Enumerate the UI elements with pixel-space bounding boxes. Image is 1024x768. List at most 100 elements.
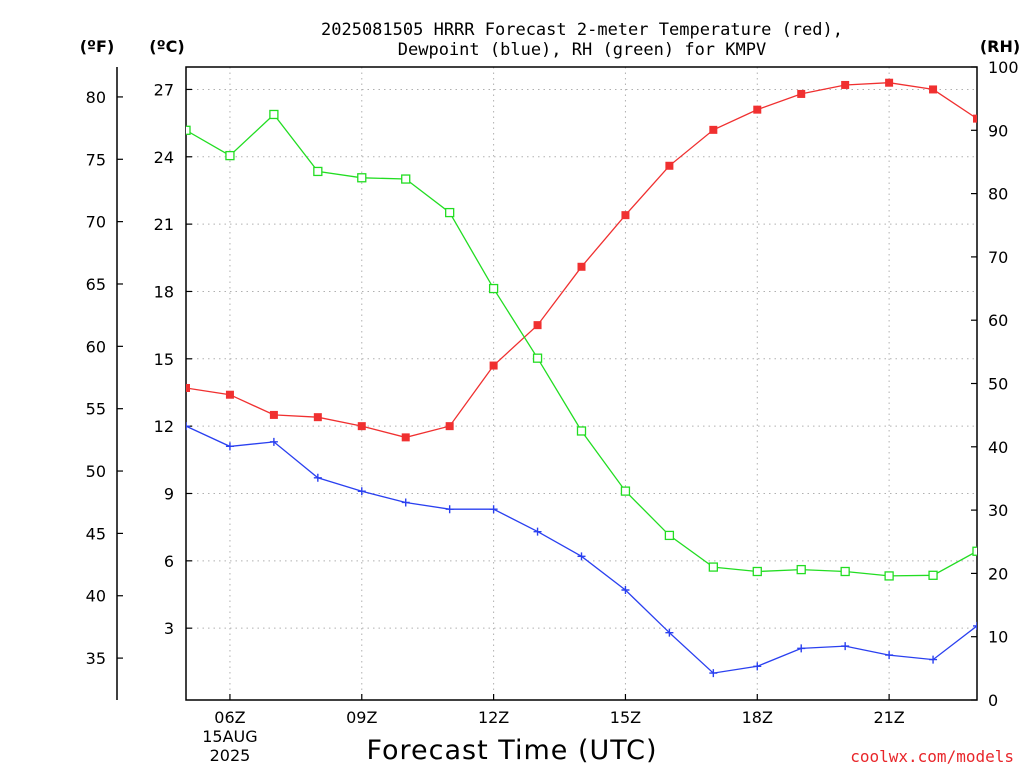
dewpoint-point — [841, 642, 850, 651]
dewpoint-point — [357, 487, 366, 496]
temperature-point — [313, 413, 322, 422]
fahrenheit-tick-label: 35 — [86, 649, 106, 668]
celsius-axis-unit: (ºC) — [149, 37, 184, 56]
series-lines — [186, 78, 977, 678]
fahrenheit-tick-label: 80 — [86, 88, 106, 107]
dewpoint-point — [533, 527, 542, 536]
rh-point — [532, 353, 543, 363]
rh-point — [928, 570, 938, 580]
temperature-point — [445, 422, 454, 431]
rh-point — [186, 125, 191, 135]
axes — [116, 66, 978, 701]
temperature-point — [797, 89, 806, 98]
temperature-point — [621, 211, 630, 220]
plot-frame — [185, 66, 978, 701]
celsius-tick-label: 15 — [154, 350, 174, 369]
rh-axis-unit: (RH) — [980, 37, 1020, 56]
fahrenheit-tick-label: 45 — [86, 524, 106, 543]
dewpoint-point — [929, 655, 938, 664]
temperature-point — [665, 161, 674, 170]
dewpoint-point — [445, 505, 454, 514]
temperature-point — [885, 78, 894, 87]
celsius-tick-label: 21 — [154, 215, 174, 234]
chart-title-line2: Dewpoint (blue), RH (green) for KMPV — [398, 40, 766, 60]
x-tick-year-label: 2025 — [210, 746, 251, 765]
rh-tick-label: 30 — [988, 501, 1008, 520]
dewpoint-point — [797, 644, 806, 653]
fahrenheit-tick-label: 70 — [86, 213, 106, 232]
temperature-point — [225, 390, 234, 399]
rh-point — [620, 486, 631, 496]
rh-tick-label: 70 — [988, 248, 1008, 267]
dewpoint-point — [621, 586, 630, 595]
x-tick-label: 18Z — [742, 708, 773, 727]
fahrenheit-tick-label: 40 — [86, 587, 106, 606]
rh-point — [664, 530, 675, 541]
rh-point — [313, 166, 323, 177]
celsius-tick-label: 18 — [154, 282, 174, 301]
temperature-point — [357, 422, 366, 431]
dewpoint-point — [313, 473, 322, 482]
rh-point — [708, 562, 718, 572]
fahrenheit-axis-unit: (ºF) — [80, 37, 115, 56]
temperature-point — [489, 361, 498, 370]
temperature-point — [709, 125, 718, 134]
temperature-point — [186, 383, 190, 392]
fahrenheit-tick-label: 75 — [86, 150, 106, 169]
rh-point — [488, 283, 499, 294]
rh-tick-label: 50 — [988, 375, 1008, 394]
temperature-point — [577, 262, 586, 271]
x-tick-label: 06Z — [214, 708, 245, 727]
credit-link[interactable]: coolwx.com/models — [850, 747, 1014, 766]
dewpoint-point — [577, 552, 586, 561]
temperature-point — [973, 114, 977, 123]
rh-tick-label: 80 — [988, 185, 1008, 204]
dewpoint-point — [973, 621, 977, 630]
celsius-tick-label: 27 — [154, 80, 174, 99]
dewpoint-point — [269, 437, 278, 446]
rh-point — [576, 426, 587, 436]
rh-tick-label: 10 — [988, 628, 1008, 647]
celsius-tick-label: 12 — [154, 417, 174, 436]
fahrenheit-tick-label: 65 — [86, 275, 106, 294]
rh-tick-label: 40 — [988, 438, 1008, 457]
x-tick-label: 21Z — [873, 708, 904, 727]
rh-point — [401, 174, 411, 184]
temperature-point — [929, 85, 938, 94]
rh-point — [445, 207, 455, 218]
rh-point — [972, 546, 977, 556]
dewpoint-point — [753, 662, 762, 671]
rh-point — [269, 109, 279, 120]
temperature-point — [401, 433, 410, 442]
x-axis-label: Forecast Time (UTC) — [366, 735, 657, 766]
dewpoint-point — [186, 422, 190, 431]
rh-tick-label: 90 — [988, 121, 1008, 140]
celsius-tick-label: 24 — [154, 148, 174, 167]
x-tick-date-label: 15AUG — [202, 727, 257, 746]
celsius-tick-label: 6 — [164, 552, 174, 571]
fahrenheit-tick-label: 50 — [86, 462, 106, 481]
dewpoint-point — [709, 669, 718, 678]
dewpoint-point — [885, 651, 894, 660]
rh-point — [884, 571, 894, 581]
series-group — [186, 78, 977, 678]
rh-point — [752, 566, 762, 577]
gridlines — [186, 67, 977, 700]
dewpoint-point — [665, 628, 674, 637]
celsius-tick-label: 3 — [164, 619, 174, 638]
rh-tick-label: 100 — [988, 58, 1019, 77]
x-tick-label: 12Z — [478, 708, 509, 727]
chart-title: 2025081505 HRRR Forecast 2-meter Tempera… — [321, 20, 843, 40]
temperature-point — [841, 80, 850, 89]
x-tick-label: 09Z — [346, 708, 377, 727]
fahrenheit-tick-label: 55 — [86, 400, 106, 419]
tick-labels: 35 40 45 50 55 60 65 70 75 80 3 6 9 12 15 18 21 24 27 0 10 20… — [86, 58, 1019, 765]
rh-tick-label: 0 — [988, 691, 998, 710]
dewpoint-point — [401, 498, 410, 507]
rh-point — [225, 150, 235, 161]
rh-tick-label: 60 — [988, 311, 1008, 330]
temperature-line — [186, 82, 977, 439]
rh-point — [796, 564, 806, 575]
dewpoint-point — [225, 442, 234, 451]
